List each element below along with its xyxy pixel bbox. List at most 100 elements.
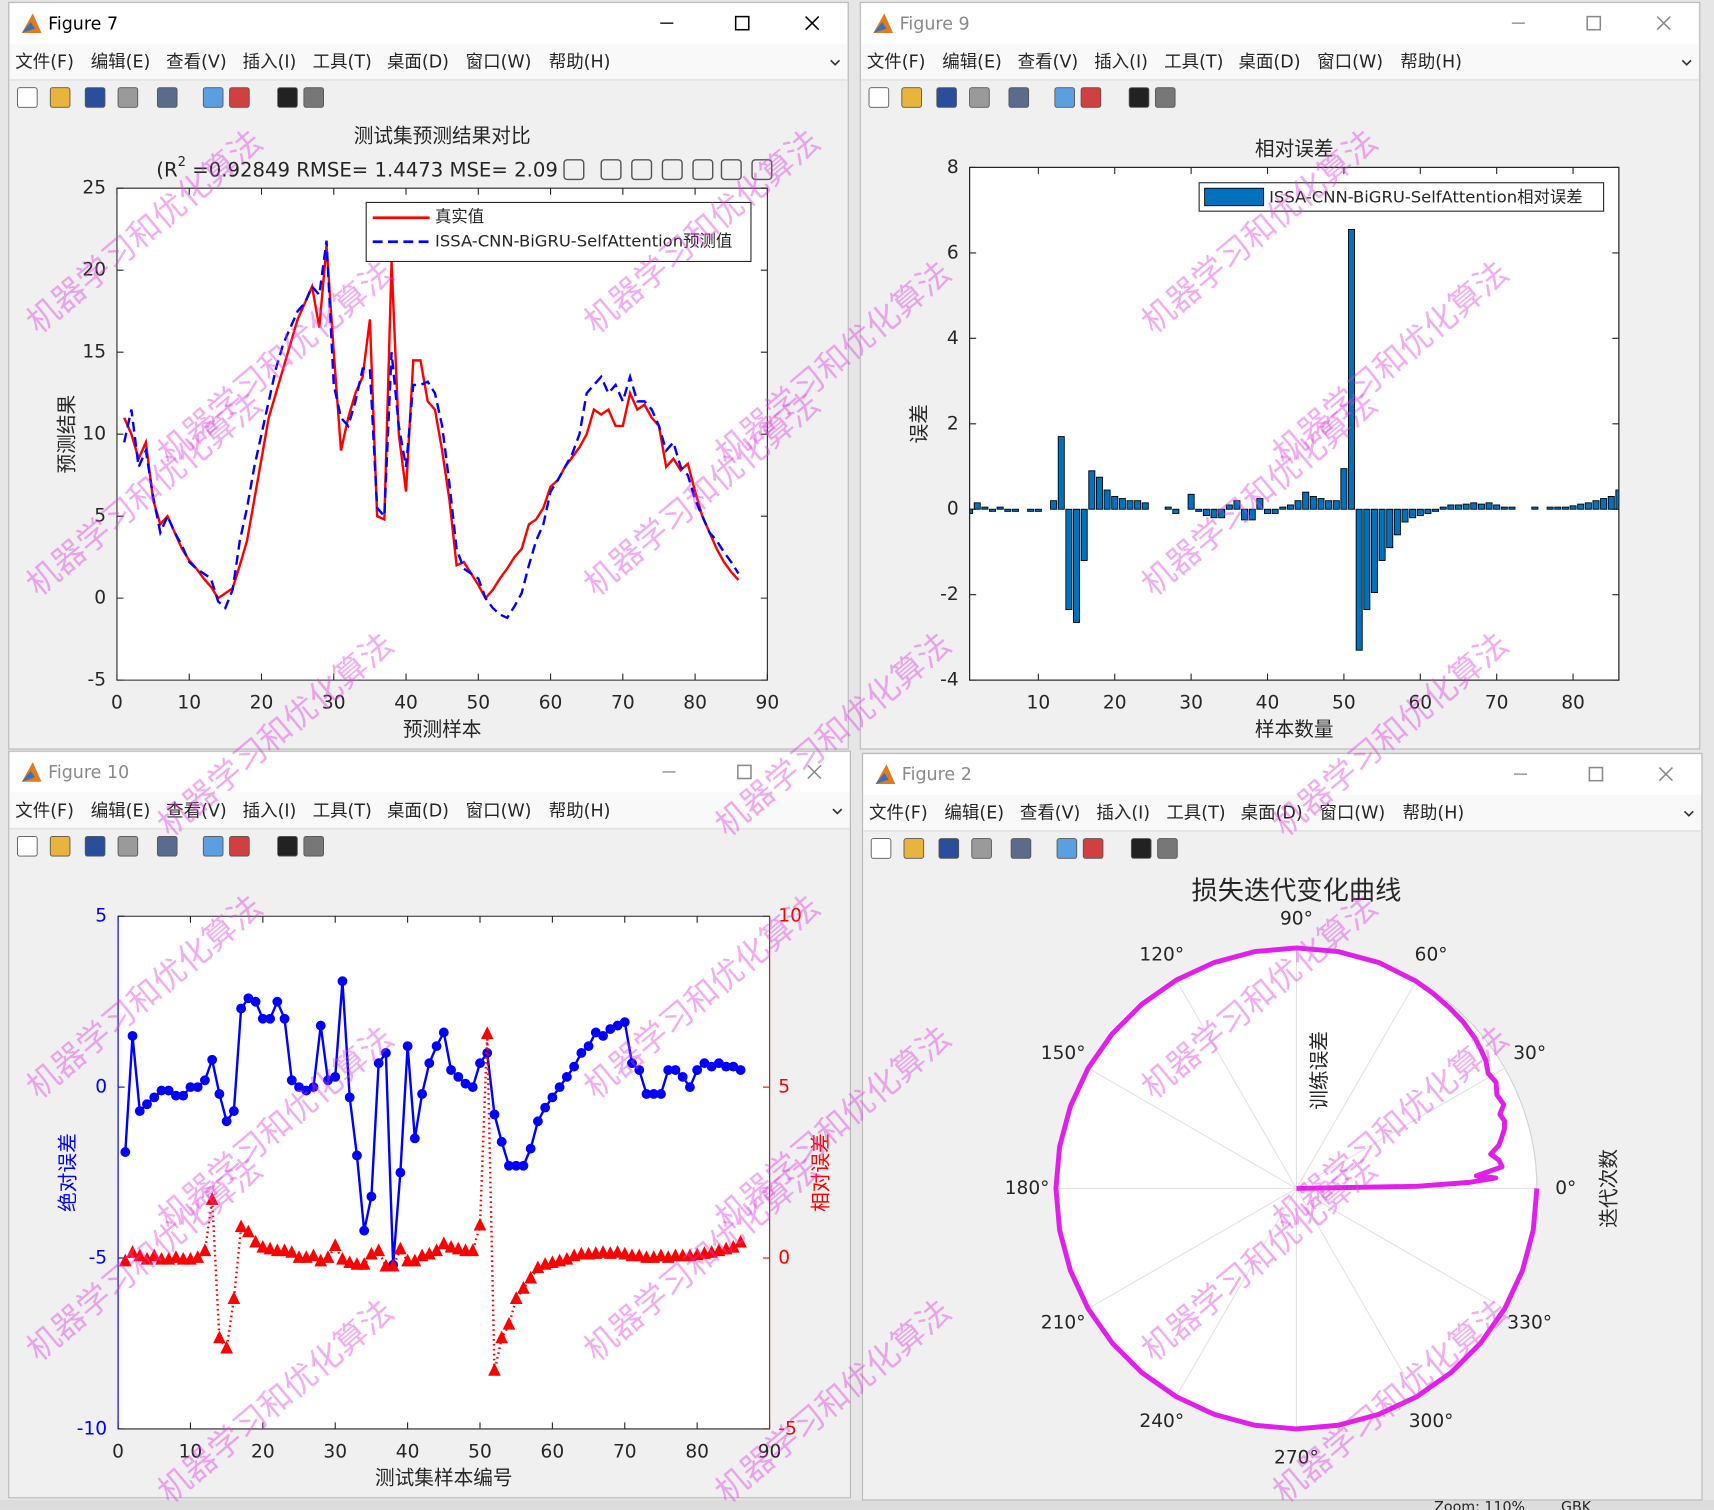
menu-overflow[interactable] <box>1681 59 1692 66</box>
menu-item[interactable]: 编辑(E) <box>91 801 151 821</box>
menu-item[interactable]: 帮助(H) <box>549 53 611 73</box>
toolbar-button[interactable] <box>17 835 38 857</box>
axes-toolbar-button[interactable] <box>631 159 653 181</box>
menu-item[interactable]: 编辑(E) <box>91 53 151 73</box>
menu-item[interactable]: 编辑(E) <box>942 53 1002 73</box>
toolbar-button[interactable] <box>156 87 178 108</box>
toolbar-button[interactable] <box>969 87 990 108</box>
point-marker <box>488 1363 501 1376</box>
toolbar-button[interactable] <box>202 835 224 857</box>
menu-bar <box>9 792 850 828</box>
menu-item[interactable]: 桌面(D) <box>387 53 449 73</box>
toolbar-button[interactable] <box>117 87 139 108</box>
toolbar-button[interactable] <box>971 838 992 859</box>
toolbar-button[interactable] <box>1054 87 1075 108</box>
axes-toolbar-button[interactable] <box>720 159 742 181</box>
menu-item[interactable]: 帮助(H) <box>1402 803 1464 823</box>
menu-item[interactable]: 编辑(E) <box>944 803 1004 823</box>
point-marker <box>330 1071 341 1082</box>
axes-toolbar-button[interactable] <box>563 159 585 181</box>
menu-item[interactable]: 文件(F) <box>869 803 928 823</box>
toolbar-button[interactable] <box>17 87 38 108</box>
menu-item[interactable]: 帮助(H) <box>549 801 611 821</box>
close-button[interactable] <box>807 764 822 780</box>
menu-item[interactable]: 查看(V) <box>1018 53 1079 73</box>
menu-item[interactable]: 插入(I) <box>243 53 297 73</box>
menu-item[interactable]: 文件(F) <box>867 53 926 73</box>
axes-toolbar-button[interactable] <box>751 159 773 181</box>
y2-tick-label: -5 <box>778 1418 797 1439</box>
toolbar-button[interactable] <box>1154 87 1176 108</box>
toolbar-button[interactable] <box>1130 838 1152 859</box>
menu-item[interactable]: 工具(T) <box>313 53 372 73</box>
menu-item[interactable]: 插入(I) <box>243 801 297 821</box>
toolbar-button[interactable] <box>901 87 922 108</box>
toolbar-button[interactable] <box>117 835 139 857</box>
maximize-button[interactable] <box>1588 766 1604 782</box>
toolbar-button[interactable] <box>870 838 892 859</box>
toolbar-button[interactable] <box>1056 838 1078 859</box>
menu-item[interactable]: 文件(F) <box>15 53 74 73</box>
close-button[interactable] <box>805 16 820 31</box>
toolbar-button[interactable] <box>229 87 250 108</box>
menu-item[interactable]: 桌面(D) <box>1241 803 1303 823</box>
toolbar-button[interactable] <box>868 87 890 108</box>
desktop-strip <box>0 1499 1714 1510</box>
toolbar-button[interactable] <box>202 87 224 108</box>
menu-item[interactable]: 文件(F) <box>15 801 74 821</box>
toolbar-button[interactable] <box>936 87 957 108</box>
menu-item[interactable]: 窗口(W) <box>466 801 532 821</box>
app-icon-accent <box>875 773 889 784</box>
menu-item[interactable]: 查看(V) <box>166 53 227 73</box>
toolbar-button[interactable] <box>1010 838 1032 859</box>
toolbar-button[interactable] <box>1080 87 1102 108</box>
menu-item[interactable]: 窗口(W) <box>1317 53 1383 73</box>
menu-item[interactable]: 插入(I) <box>1096 803 1150 823</box>
toolbar-button[interactable] <box>303 835 324 857</box>
menu-item[interactable]: 工具(T) <box>313 801 372 821</box>
maximize-button[interactable] <box>1586 15 1602 31</box>
toolbar-button[interactable] <box>49 87 71 108</box>
menu-item[interactable]: 插入(I) <box>1094 53 1148 73</box>
toolbar-button[interactable] <box>1157 838 1178 859</box>
menu-item[interactable]: 窗口(W) <box>1319 803 1385 823</box>
point-marker <box>133 1248 147 1262</box>
chart-subtitle: (R2 =0.92849 RMSE= 1.4473 MSE= 2.09 <box>156 154 558 181</box>
axes-toolbar-button[interactable] <box>661 159 683 181</box>
toolbar-button[interactable] <box>156 835 178 857</box>
menu-item[interactable]: 窗口(W) <box>466 53 532 73</box>
app-icon-accent <box>873 22 887 33</box>
menu-item[interactable]: 查看(V) <box>166 801 227 821</box>
menu-item[interactable]: 查看(V) <box>1020 803 1081 823</box>
menu-overflow[interactable] <box>832 808 843 815</box>
toolbar-button[interactable] <box>277 835 298 857</box>
toolbar-button[interactable] <box>49 835 71 857</box>
axes-toolbar-button[interactable] <box>600 159 622 181</box>
theta-tick-label: 90° <box>1280 909 1313 930</box>
close-button[interactable] <box>1656 16 1671 31</box>
maximize-button[interactable] <box>737 764 752 780</box>
toolbar-button[interactable] <box>1008 87 1030 108</box>
maximize-button[interactable] <box>734 15 750 31</box>
bar <box>1454 504 1462 510</box>
toolbar-button[interactable] <box>84 87 106 108</box>
toolbar-button[interactable] <box>1082 838 1104 859</box>
toolbar-button[interactable] <box>84 835 106 857</box>
toolbar-button[interactable] <box>303 87 324 108</box>
menu-overflow[interactable] <box>830 59 841 66</box>
toolbar-button[interactable] <box>938 838 960 859</box>
menu-item[interactable]: 帮助(H) <box>1400 53 1462 73</box>
menu-item[interactable]: 工具(T) <box>1164 53 1223 73</box>
menu-item[interactable]: 桌面(D) <box>387 801 449 821</box>
toolbar-button[interactable] <box>229 835 250 857</box>
toolbar-button[interactable] <box>903 838 925 859</box>
toolbar-button[interactable] <box>277 87 298 108</box>
toolbar-button[interactable] <box>1128 87 1150 108</box>
menu-item[interactable]: 桌面(D) <box>1238 53 1300 73</box>
menu-overflow[interactable] <box>1683 810 1694 817</box>
close-button[interactable] <box>1658 767 1674 782</box>
point-marker <box>214 1089 225 1099</box>
x-tick-label: 80 <box>1561 693 1585 714</box>
axes-toolbar-button[interactable] <box>692 159 714 181</box>
menu-item[interactable]: 工具(T) <box>1166 803 1225 823</box>
